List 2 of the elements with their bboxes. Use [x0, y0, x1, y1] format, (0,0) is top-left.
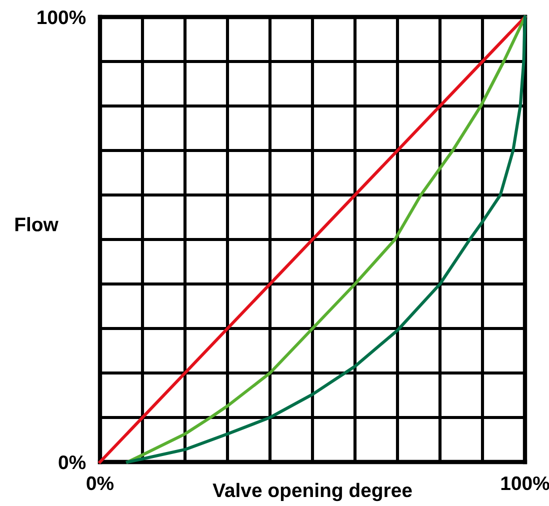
y-axis-title: Flow: [15, 217, 58, 232]
x-axis-title: Valve opening degree: [212, 482, 412, 502]
